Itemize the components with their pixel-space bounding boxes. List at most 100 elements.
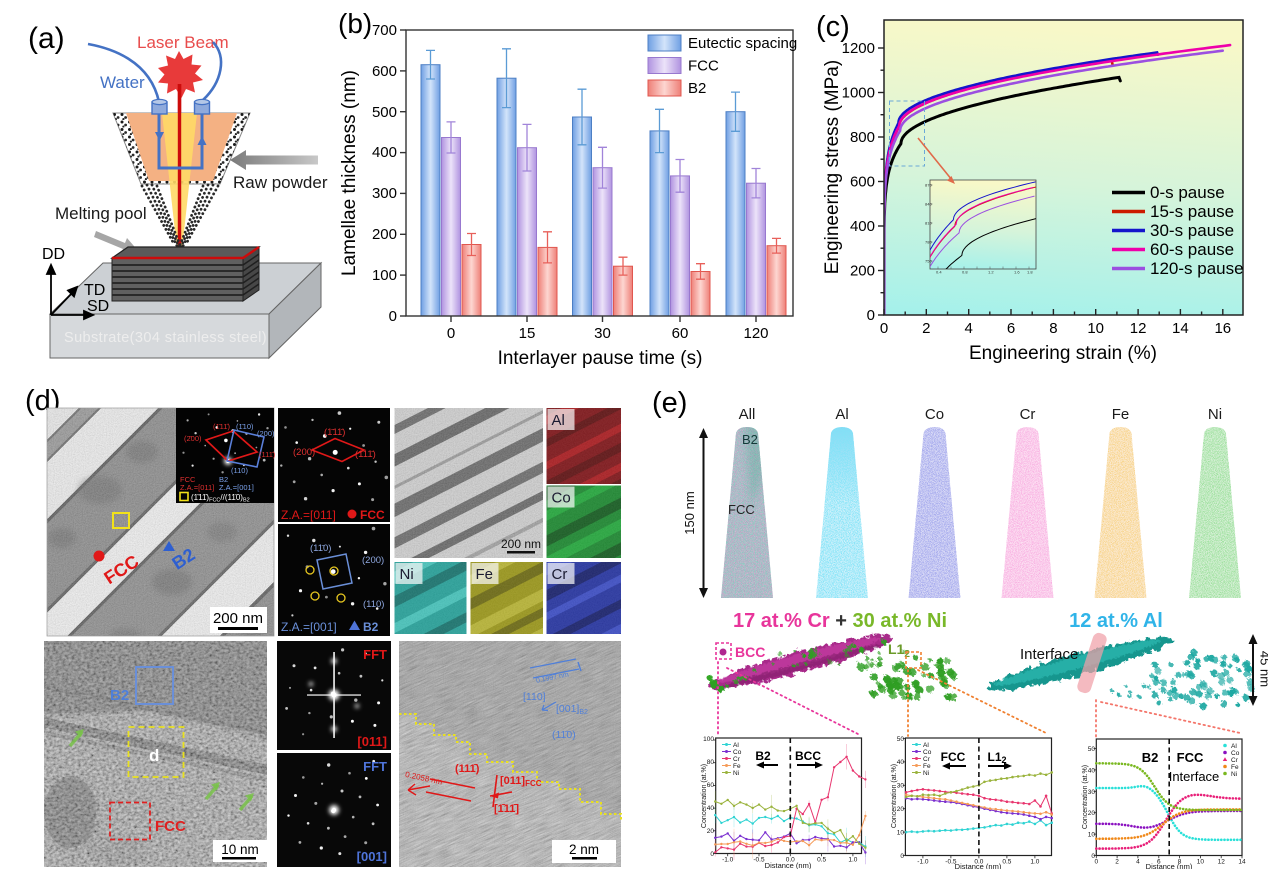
svg-text:Cr: Cr	[1020, 406, 1036, 423]
svg-text:0.8: 0.8	[962, 270, 968, 275]
svg-text:[011]: [011]	[357, 734, 387, 749]
svg-text:Ni: Ni	[923, 770, 929, 777]
svg-text:FCC: FCC	[360, 508, 385, 522]
svg-text:Distance (nm): Distance (nm)	[1146, 862, 1193, 869]
svg-text:Co: Co	[925, 406, 944, 423]
svg-text:(200): (200)	[257, 429, 275, 438]
svg-text:Raw powder: Raw powder	[233, 173, 328, 192]
svg-text:0: 0	[900, 853, 904, 860]
svg-text:FFT: FFT	[363, 647, 387, 662]
svg-text:0: 0	[710, 851, 714, 858]
svg-text:Distance (nm): Distance (nm)	[955, 862, 1002, 869]
svg-text:B2: B2	[688, 80, 706, 97]
svg-text:120: 120	[743, 325, 768, 342]
svg-text:B2: B2	[1142, 750, 1159, 765]
svg-text:[001]: [001]	[357, 849, 387, 864]
svg-text:BCC: BCC	[795, 749, 821, 763]
svg-text:0: 0	[867, 307, 875, 324]
svg-text:60-s pause: 60-s pause	[1150, 240, 1234, 259]
svg-text:2 nm: 2 nm	[569, 842, 599, 857]
svg-text:10: 10	[1087, 320, 1104, 337]
svg-text:400: 400	[372, 144, 397, 161]
svg-text:(b): (b)	[338, 8, 372, 39]
svg-text:Al: Al	[552, 412, 565, 429]
svg-text:600: 600	[372, 63, 397, 80]
svg-text:(111̄): (111̄)	[259, 450, 276, 459]
svg-text:Fe: Fe	[1112, 406, 1130, 423]
svg-text:0: 0	[1091, 853, 1095, 860]
svg-text:Al: Al	[835, 406, 848, 423]
svg-text:Fe: Fe	[1231, 764, 1239, 771]
svg-text:40: 40	[897, 759, 905, 766]
svg-text:0: 0	[389, 308, 397, 325]
svg-text:Concentration (at.%): Concentration (at.%)	[701, 764, 708, 828]
svg-text:15-s pause: 15-s pause	[1150, 202, 1234, 221]
svg-text:30: 30	[897, 783, 905, 790]
svg-text:d: d	[149, 746, 159, 765]
svg-text:1.0: 1.0	[848, 857, 857, 864]
svg-text:Interface: Interface	[1169, 769, 1220, 784]
svg-text:FCC: FCC	[1177, 750, 1204, 765]
svg-text:Fe: Fe	[476, 566, 494, 583]
svg-text:Al: Al	[733, 742, 739, 749]
svg-text:[110]: [110]	[523, 691, 546, 703]
svg-text:SD: SD	[87, 298, 109, 315]
svg-text:40: 40	[707, 805, 715, 812]
svg-text:-0.5: -0.5	[945, 859, 957, 866]
svg-text:Eutectic spacing: Eutectic spacing	[688, 35, 797, 52]
svg-text:Z.A.=[011]: Z.A.=[011]	[180, 483, 214, 492]
svg-text:8: 8	[1178, 859, 1182, 866]
svg-text:1.6: 1.6	[1014, 270, 1020, 275]
svg-text:0.4: 0.4	[936, 270, 942, 275]
svg-text:15: 15	[519, 325, 536, 342]
svg-text:1000: 1000	[842, 85, 875, 102]
svg-text:(200): (200)	[362, 555, 384, 566]
svg-text:(2̄00): (2̄00)	[184, 434, 202, 443]
svg-text:100: 100	[372, 267, 397, 284]
svg-text:400: 400	[850, 218, 875, 235]
svg-text:BCC: BCC	[735, 644, 765, 660]
svg-text:200 nm: 200 nm	[501, 537, 541, 551]
svg-text:Ni: Ni	[1231, 771, 1237, 778]
svg-text:Co: Co	[1231, 750, 1240, 757]
svg-text:FFT: FFT	[363, 759, 387, 774]
svg-text:Z.A.=[001]: Z.A.=[001]	[219, 483, 254, 492]
svg-text:B2: B2	[219, 475, 228, 484]
svg-text:100: 100	[703, 736, 714, 743]
svg-text:6: 6	[1157, 859, 1161, 866]
svg-text:(111̄): (111̄)	[355, 449, 376, 460]
svg-text:Melting pool: Melting pool	[55, 204, 147, 223]
svg-text:700: 700	[372, 22, 397, 39]
svg-text:Water: Water	[100, 73, 145, 92]
svg-text:810: 810	[925, 221, 932, 226]
svg-text:12 at.% Al: 12 at.% Al	[1069, 610, 1163, 632]
svg-text:(a): (a)	[28, 22, 65, 55]
svg-text:(110): (110)	[363, 599, 384, 610]
svg-text:FCC: FCC	[155, 818, 186, 835]
svg-text:Cr: Cr	[923, 756, 931, 763]
svg-text:0: 0	[880, 320, 888, 337]
svg-text:750: 750	[925, 259, 932, 264]
svg-text:2: 2	[922, 320, 930, 337]
svg-text:17 at.% Cr + 30 at.% Ni: 17 at.% Cr + 30 at.% Ni	[733, 610, 947, 632]
svg-text:8: 8	[1049, 320, 1057, 337]
svg-text:200 nm: 200 nm	[213, 610, 263, 627]
svg-text:B2: B2	[742, 432, 758, 447]
svg-text:0.0: 0.0	[974, 859, 983, 866]
svg-text:FCC: FCC	[728, 502, 755, 517]
svg-text:[1̄11̄]: [1̄11̄]	[494, 803, 519, 815]
svg-text:(111̄): (111̄)	[455, 763, 480, 775]
svg-text:12: 12	[1218, 859, 1226, 866]
svg-text:Lamellae thickness (nm): Lamellae thickness (nm)	[339, 70, 360, 276]
svg-text:Concentration (at.%): Concentration (at.%)	[891, 764, 898, 828]
svg-text:(1̄10): (1̄10)	[236, 422, 254, 431]
svg-text:200: 200	[850, 263, 875, 280]
svg-text:300: 300	[372, 185, 397, 202]
svg-text:870: 870	[925, 183, 932, 188]
svg-text:(11̄0): (11̄0)	[310, 543, 331, 554]
svg-text:14: 14	[1172, 320, 1189, 337]
svg-text:FCC: FCC	[688, 58, 719, 75]
svg-text:14: 14	[1238, 859, 1246, 866]
svg-text:10: 10	[1197, 859, 1205, 866]
svg-text:Co: Co	[923, 749, 932, 756]
